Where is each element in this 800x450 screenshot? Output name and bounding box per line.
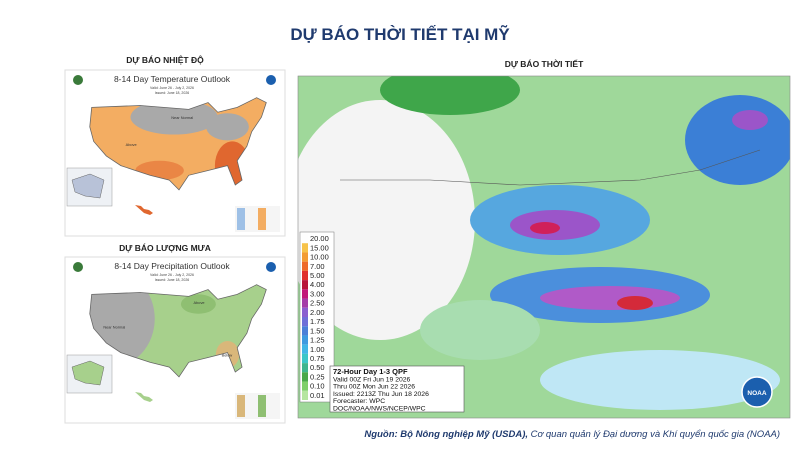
- legend-swatch: [302, 234, 308, 244]
- legend-swatch: [302, 372, 308, 382]
- qpf-legend: 20.0015.0010.007.005.004.003.002.502.001…: [302, 234, 329, 400]
- panel-heading: DỰ BÁO LƯỢNG MƯA: [119, 243, 211, 253]
- legend-label: 0.01: [310, 391, 325, 400]
- map-label: Near Normal: [103, 324, 125, 329]
- legend-swatch: [302, 326, 308, 336]
- info-line: DOC/NOAA/NWS/NCEP/WPC: [333, 406, 426, 413]
- legend-below: [237, 395, 245, 417]
- legend-label: 10.00: [310, 253, 329, 262]
- hawaii: [135, 205, 153, 215]
- near-normal: [130, 99, 218, 135]
- info-box: [329, 365, 465, 413]
- legend-below: [237, 208, 245, 230]
- legend-swatch: [302, 270, 308, 281]
- above-normal: [180, 294, 216, 314]
- source-bold: Nguồn: Bộ Nông nghiệp Mỹ (USDA),: [364, 429, 528, 440]
- legend-above: [258, 208, 266, 230]
- legend-label: 2.50: [310, 299, 325, 308]
- info-line: Issued: 2213Z Thu Jun 18 2026: [333, 391, 429, 398]
- precipitation-map: Near Normal Above Below: [89, 284, 267, 378]
- ocean: [540, 350, 780, 410]
- map-frame: [297, 75, 791, 419]
- alaska: [71, 360, 105, 386]
- legend-swatch: [302, 243, 308, 253]
- near-normal: [89, 284, 155, 368]
- legend-swatch: [302, 390, 308, 400]
- legend-label: 1.75: [310, 317, 325, 326]
- legend-label: 20.00: [310, 234, 329, 243]
- usda-logo: [73, 262, 83, 272]
- alaska: [71, 173, 105, 199]
- legend-swatch: [302, 261, 308, 271]
- precip-area: [420, 300, 540, 360]
- legend-label: 2.00: [310, 308, 325, 317]
- legend-label: 0.25: [310, 372, 325, 381]
- legend-swatch: [302, 335, 308, 345]
- legend-swatch: [302, 344, 308, 354]
- noaa-logo: [266, 262, 276, 272]
- legend-label: 7.00: [310, 262, 325, 271]
- noaa-logo-text: NOAA: [747, 390, 766, 397]
- map-label: Below: [222, 352, 233, 357]
- map-label: Above: [126, 142, 137, 147]
- panel-heading: DỰ BÁO NHIỆT ĐỘ: [126, 54, 204, 65]
- legend-label: 0.75: [310, 354, 325, 363]
- usda-logo: [73, 75, 83, 85]
- source-rest: Cơ quan quản lý Đại dương và Khí quyển q…: [528, 429, 780, 440]
- legend-label: 15.00: [310, 243, 329, 252]
- map-issued: Issued: June 18, 2026: [155, 278, 189, 282]
- legend-above: [258, 395, 266, 417]
- source: Nguồn: Bộ Nông nghiệp Mỹ (USDA), Cơ quan…: [364, 429, 780, 440]
- map-title: 8-14 Day Precipitation Outlook: [114, 261, 230, 271]
- dry-area: [298, 100, 475, 340]
- info-line: Thru 00Z Mon Jun 22 2026: [333, 384, 415, 391]
- legend-label: 1.25: [310, 336, 325, 345]
- precip-area: [732, 110, 768, 130]
- info-line: 72-Hour Day 1-3 QPF: [333, 367, 408, 376]
- legend-label: 4.00: [310, 280, 325, 289]
- map-valid: Valid: June 26 - July 2, 2026: [150, 86, 194, 90]
- legend-label: 0.10: [310, 382, 325, 391]
- precip-area: [540, 286, 680, 310]
- qpf-map: [298, 76, 790, 418]
- legend-swatch: [302, 353, 308, 364]
- legend-swatch: [302, 280, 308, 290]
- map-label: Near Normal: [171, 115, 193, 120]
- legend-label: 1.50: [310, 326, 325, 335]
- noaa-logo: [741, 376, 773, 408]
- border: [340, 149, 761, 186]
- temperature-map: Near Normal Above: [89, 97, 267, 191]
- slide-title: DỰ BÁO THỜI TIẾT TẠI MỸ: [290, 24, 510, 44]
- legend-swatch: [302, 289, 308, 299]
- legend-swatch: [302, 298, 308, 308]
- legend-swatch: [302, 363, 308, 373]
- legend-label: 5.00: [310, 271, 325, 280]
- near-normal: [206, 113, 249, 141]
- map-label: Above: [194, 300, 205, 305]
- legend-label: 3.00: [310, 289, 325, 298]
- legend-swatch: [302, 252, 308, 262]
- map-title: 8-14 Day Temperature Outlook: [114, 74, 231, 84]
- legend-label: 1.00: [310, 345, 325, 354]
- map-issued: Issued: June 18, 2026: [155, 91, 189, 95]
- info-line: Valid 00Z Fri Jun 19 2026: [333, 376, 411, 383]
- precip-area: [530, 222, 560, 234]
- legend-swatch: [302, 317, 308, 327]
- legend-label: 0.50: [310, 363, 325, 372]
- precip-area: [685, 95, 790, 185]
- precip-area: [617, 296, 653, 310]
- noaa-logo: [266, 75, 276, 85]
- precip-area: [380, 76, 520, 115]
- info-line: Forecaster: WPC: [333, 398, 385, 405]
- legend-swatch: [302, 381, 308, 391]
- map-valid: Valid: June 26 - July 2, 2026: [150, 273, 194, 277]
- hawaii: [135, 392, 153, 402]
- legend-swatch: [302, 307, 308, 317]
- panel-heading: DỰ BÁO THỜI TIẾT: [505, 58, 584, 69]
